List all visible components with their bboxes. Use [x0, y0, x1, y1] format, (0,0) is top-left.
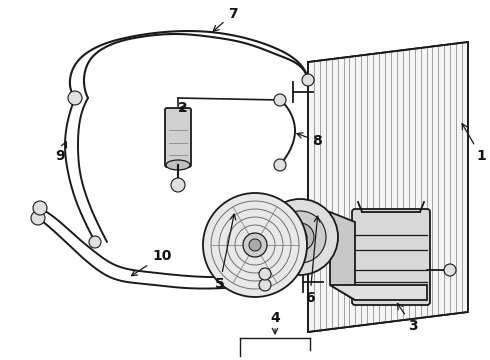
Polygon shape: [308, 42, 468, 332]
Circle shape: [302, 74, 314, 86]
FancyBboxPatch shape: [165, 108, 191, 167]
Ellipse shape: [166, 160, 190, 170]
Circle shape: [31, 211, 45, 225]
Text: 7: 7: [213, 7, 238, 31]
Polygon shape: [330, 212, 355, 300]
Text: 4: 4: [270, 311, 280, 325]
FancyBboxPatch shape: [352, 209, 430, 305]
Circle shape: [274, 94, 286, 106]
Circle shape: [89, 236, 101, 248]
Text: 5: 5: [215, 214, 236, 291]
Circle shape: [249, 239, 261, 251]
Circle shape: [274, 211, 326, 263]
Circle shape: [259, 268, 271, 280]
Circle shape: [274, 159, 286, 171]
Circle shape: [203, 193, 307, 297]
Text: 3: 3: [397, 303, 417, 333]
Circle shape: [33, 201, 47, 215]
Text: 2: 2: [178, 101, 188, 115]
Circle shape: [286, 223, 314, 251]
Circle shape: [68, 91, 82, 105]
Text: 9: 9: [55, 142, 67, 163]
Circle shape: [243, 233, 267, 257]
Circle shape: [262, 199, 338, 275]
Polygon shape: [330, 285, 427, 300]
Text: 10: 10: [131, 249, 172, 276]
Text: 6: 6: [305, 216, 320, 305]
Circle shape: [259, 279, 271, 291]
Text: 8: 8: [297, 133, 322, 148]
Circle shape: [293, 230, 307, 244]
Circle shape: [171, 178, 185, 192]
Circle shape: [444, 264, 456, 276]
Text: 1: 1: [462, 123, 486, 163]
